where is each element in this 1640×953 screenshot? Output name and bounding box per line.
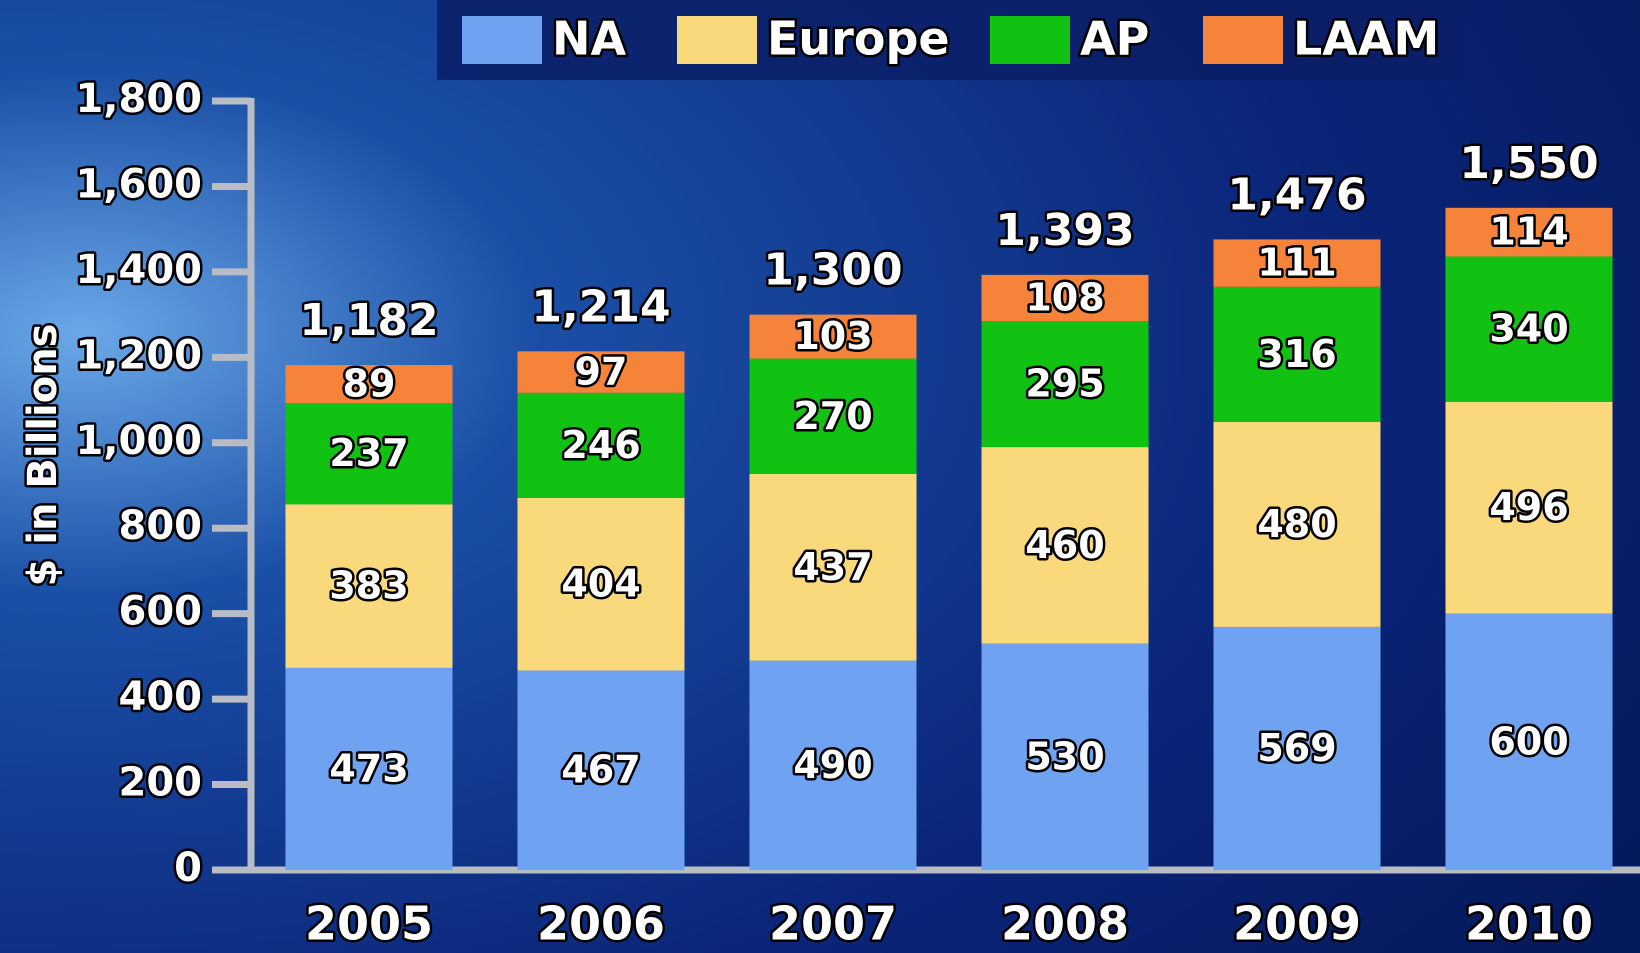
total-label: 1,550 [1459,138,1598,189]
y-tick-label: 200 [119,760,203,806]
x-tick-label: 2008 [1001,897,1129,951]
data-label: 89 [343,362,396,406]
bar-segment [1445,613,1613,870]
data-label: 460 [1025,523,1104,567]
bar-segment [1213,239,1381,287]
y-tick-label: 1,600 [75,161,202,207]
data-label: 97 [575,350,628,394]
legend-swatch [462,16,542,64]
data-label: 480 [1257,502,1336,546]
data-label: 108 [1025,275,1104,319]
bar-segment [285,667,453,870]
bar-segment [981,274,1149,322]
data-label: 237 [329,431,408,475]
bar-segment [285,504,453,668]
data-label: 530 [1025,734,1104,778]
total-label: 1,476 [1227,169,1366,220]
bar-segment [517,392,685,498]
data-label: 404 [561,562,640,606]
x-tick-label: 2009 [1233,897,1361,951]
data-label: 383 [329,564,408,608]
legend-swatch [677,16,757,64]
legend-swatch [990,16,1070,64]
x-tick-label: 2006 [537,897,665,951]
bar-segment [1213,421,1381,627]
bar-segment [285,403,453,505]
legend-label: LAAM [1293,12,1439,66]
data-label: 437 [793,545,872,589]
bar-segment [749,314,917,359]
total-label: 1,393 [995,205,1134,256]
y-tick-label: 800 [119,503,203,549]
bar-segment [1213,626,1381,870]
data-label: 295 [1025,362,1104,406]
bar-segment [285,365,453,404]
y-tick-label: 600 [119,589,203,635]
x-tick-label: 2010 [1465,897,1593,951]
bar-segment [517,497,685,671]
data-label: 496 [1489,485,1568,529]
bar-segment [749,473,917,661]
data-label: 246 [561,423,640,467]
bar-segment [517,351,685,393]
data-label: 270 [793,394,872,438]
legend-label: NA [552,12,626,66]
x-tick-label: 2005 [305,897,433,951]
data-label: 114 [1489,210,1568,254]
y-tick-label: 1,800 [75,76,202,122]
y-tick-label: 1,200 [75,332,202,378]
data-label: 316 [1257,332,1336,376]
data-label: 490 [793,743,872,787]
bar-segment [517,670,685,870]
y-tick-label: 0 [174,845,202,891]
bar-segment [1445,401,1613,614]
total-label: 1,214 [531,281,670,332]
y-axis-label: $ in Billions [20,324,66,587]
x-tick-label: 2007 [769,897,897,951]
data-label: 600 [1489,719,1568,763]
y-tick-label: 400 [119,674,203,720]
bar-segment [981,447,1149,644]
data-label: 340 [1489,307,1568,351]
legend-label: Europe [767,12,950,66]
bar-segment [981,321,1149,448]
y-tick-label: 1,400 [75,247,202,293]
data-label: 473 [329,746,408,790]
bar-segment [981,643,1149,870]
legend-box [437,0,1462,80]
legend-label: AP [1080,12,1149,66]
y-tick-label: 1,000 [75,418,202,464]
data-label: 569 [1257,726,1336,770]
data-label: 111 [1257,241,1336,285]
data-label: 103 [793,314,872,358]
bar-segment [1445,207,1613,257]
data-label: 467 [561,748,640,792]
bar-segment [1213,286,1381,422]
bar-segment [749,660,917,870]
bar-segment [749,358,917,474]
total-label: 1,300 [763,245,902,296]
total-label: 1,182 [299,295,438,346]
legend-swatch [1203,16,1283,64]
bar-segment [1445,256,1613,402]
